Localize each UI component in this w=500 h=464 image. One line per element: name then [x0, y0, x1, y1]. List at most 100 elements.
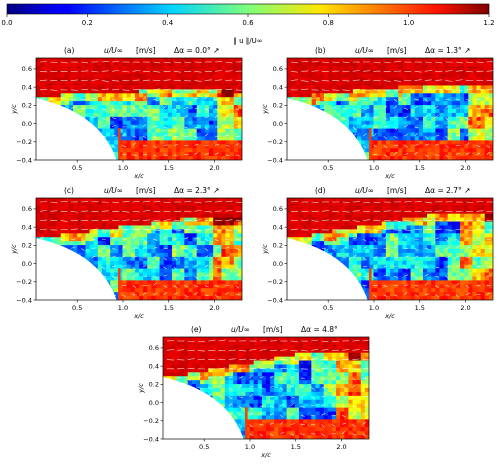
- panel-title-quantity: u/U∞: [355, 186, 374, 195]
- x-tick-label: 1.5: [164, 164, 174, 172]
- y-tick-label: −0.4: [143, 435, 159, 443]
- y-tick-label: 0.6: [22, 65, 32, 73]
- x-axis-label: x/c: [384, 172, 395, 180]
- y-axis-label: y/c: [137, 383, 145, 394]
- y-tick-label: 0.0: [273, 260, 283, 268]
- x-tick-label: 1.0: [118, 164, 128, 172]
- vector-arrows: [290, 60, 493, 158]
- y-tick-label: −0.4: [267, 296, 283, 304]
- panel-label: (c): [64, 186, 74, 195]
- colorbar-tick-label: 1.2: [483, 19, 494, 27]
- y-tick-label: −0.4: [267, 156, 283, 164]
- panel-label: (a): [64, 46, 75, 55]
- x-axis-label: x/c: [260, 451, 271, 459]
- x-axis-label: x/c: [384, 312, 395, 320]
- y-tick-label: −0.2: [267, 138, 283, 146]
- airfoil-shape: [163, 377, 244, 439]
- axes-frame: [286, 57, 494, 161]
- y-axis-label: y/c: [261, 104, 269, 115]
- x-tick-label: 1.5: [291, 443, 301, 451]
- y-tick-label: 0.2: [149, 381, 159, 389]
- x-axis-label: x/c: [133, 312, 144, 320]
- panel-title-delta: Δα = 0.0° ↗: [174, 46, 219, 55]
- colorbar-label: ‖ u ‖/U∞: [233, 37, 262, 45]
- y-axis-label: y/c: [10, 244, 18, 255]
- y-tick-label: −0.2: [16, 278, 32, 286]
- axes-frame: [35, 57, 243, 161]
- x-tick-label: 1.5: [415, 164, 425, 172]
- y-tick-label: 0.6: [273, 205, 283, 213]
- x-tick-label: 0.5: [72, 304, 82, 312]
- y-tick-label: 0.0: [273, 120, 283, 128]
- y-tick-label: 0.2: [22, 242, 32, 250]
- x-tick-label: 2.0: [209, 164, 219, 172]
- x-axis-label: x/c: [133, 172, 144, 180]
- x-tick-label: 2.0: [460, 304, 470, 312]
- y-tick-label: 0.4: [22, 223, 32, 231]
- x-tick-label: 0.5: [72, 164, 82, 172]
- panel-title-delta: Δα = 2.3° ↗: [174, 186, 219, 195]
- vector-arrows: [39, 200, 242, 298]
- colorbar-tick-label: 0.0: [1, 19, 12, 27]
- colorbar-ticks: 0.0 0.2 0.4 0.6 0.8 1.0 1.2: [1, 14, 495, 27]
- y-tick-label: −0.4: [16, 296, 32, 304]
- colorbar: 0.0 0.2 0.4 0.6 0.8 1.0 1.2 ‖ u ‖/U∞: [1, 3, 495, 45]
- x-tick-label: 0.5: [323, 164, 333, 172]
- y-tick-label: 0.4: [22, 83, 32, 91]
- colorbar-tick-label: 0.8: [323, 19, 334, 27]
- panel-title-unit: [m/s]: [263, 325, 283, 334]
- y-axis-label: y/c: [261, 244, 269, 255]
- panel-label: (d): [315, 186, 326, 195]
- panel-c: 0.6 0.4 0.2 0.0 −0.2 −0.4 0.5 1.0 1.5 2.0 x/c y/c (c…: [10, 186, 243, 320]
- y-tick-label: 0.2: [273, 242, 283, 250]
- y-tick-label: −0.2: [267, 278, 283, 286]
- colorbar-tick-label: 1.0: [403, 19, 414, 27]
- axes-frame: [286, 197, 494, 301]
- y-tick-label: 0.4: [273, 83, 283, 91]
- panel-title-unit: [m/s]: [387, 46, 407, 55]
- x-tick-label: 2.0: [336, 443, 346, 451]
- airfoil-shape: [287, 98, 368, 160]
- y-tick-label: 0.4: [149, 362, 159, 370]
- colorbar-tick-label: 0.6: [242, 19, 254, 27]
- y-tick-label: 0.6: [22, 205, 32, 213]
- panel-title-unit: [m/s]: [387, 186, 407, 195]
- panel-title-delta: Δα = 1.3° ↗: [425, 46, 470, 55]
- x-tick-label: 1.0: [369, 164, 379, 172]
- panel-a: 0.6 0.4 0.2 0.0 −0.2 −0.4 0.5 1.0 1.5 2.0 x/c y/c (a…: [10, 46, 243, 180]
- y-tick-label: 0.6: [149, 344, 159, 352]
- y-tick-label: −0.4: [16, 156, 32, 164]
- panel-title-unit: [m/s]: [136, 46, 156, 55]
- x-tick-label: 0.5: [323, 304, 333, 312]
- panel-title-quantity: u/U∞: [231, 325, 250, 334]
- panel-title-delta: Δα = 4.8°: [301, 325, 338, 334]
- airfoil-shape: [287, 238, 368, 300]
- panel-b: 0.6 0.4 0.2 0.0 −0.2 −0.4 0.5 1.0 1.5 2.0 x/c y/c (b…: [261, 46, 494, 180]
- panel-label: (e): [191, 325, 202, 334]
- y-axis-label: y/c: [10, 104, 18, 115]
- y-tick-label: 0.2: [273, 102, 283, 110]
- airfoil-shape: [36, 238, 117, 300]
- x-tick-label: 2.0: [460, 164, 470, 172]
- panel-title-quantity: u/U∞: [104, 46, 123, 55]
- x-tick-label: 1.0: [118, 304, 128, 312]
- panel-title-quantity: u/U∞: [104, 186, 123, 195]
- panel-label: (b): [315, 46, 326, 55]
- y-tick-label: 0.6: [273, 65, 283, 73]
- y-tick-label: 0.0: [22, 120, 32, 128]
- x-tick-label: 1.5: [164, 304, 174, 312]
- panel-title-unit: [m/s]: [136, 186, 156, 195]
- x-tick-label: 1.0: [245, 443, 255, 451]
- y-tick-label: 0.2: [22, 102, 32, 110]
- panels: 0.6 0.4 0.2 0.0 −0.2 −0.4 0.5 1.0 1.5 2.0 x/c y/c (a…: [10, 46, 494, 459]
- y-tick-label: 0.4: [273, 223, 283, 231]
- x-tick-label: 1.0: [369, 304, 379, 312]
- panel-title-quantity: u/U∞: [355, 46, 374, 55]
- y-tick-label: 0.0: [22, 260, 32, 268]
- x-tick-label: 0.5: [199, 443, 209, 451]
- panel-title-delta: Δα = 2.7° ↗: [425, 186, 470, 195]
- panel-e: 0.6 0.4 0.2 0.0 −0.2 −0.4 0.5 1.0 1.5 2.0 x/c y/c (e…: [137, 325, 370, 459]
- colorbar-gradient: [6, 3, 490, 15]
- x-tick-label: 2.0: [209, 304, 219, 312]
